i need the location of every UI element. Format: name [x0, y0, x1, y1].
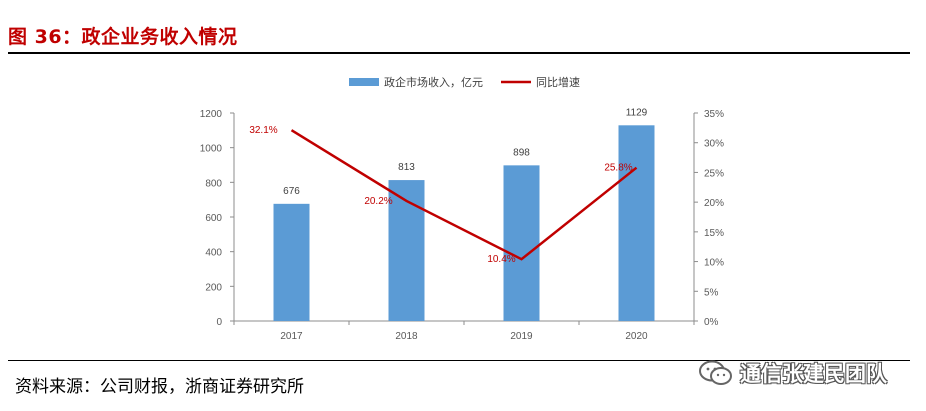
bar — [503, 165, 540, 321]
x-tick-label: 2019 — [510, 331, 533, 342]
wechat-icon — [699, 360, 732, 385]
right-tick-label: 0% — [704, 317, 719, 328]
growth-data-label: 25.8% — [604, 163, 632, 174]
right-tick-label: 25% — [704, 168, 724, 179]
left-tick-label: 800 — [205, 178, 222, 189]
left-tick-label: 200 — [205, 282, 222, 293]
source-divider — [8, 360, 910, 361]
x-tick-label: 2018 — [395, 331, 418, 342]
bar-value-label: 898 — [513, 147, 530, 158]
bar — [273, 203, 310, 321]
bar — [618, 125, 655, 321]
left-tick-label: 1200 — [200, 109, 223, 120]
source-note: 资料来源：公司财报，浙商证券研究所 — [15, 377, 304, 397]
growth-line — [290, 129, 638, 261]
bar — [388, 180, 425, 321]
bar-value-label: 813 — [398, 162, 415, 173]
right-tick-label: 30% — [704, 139, 724, 150]
growth-data-label: 10.4% — [487, 254, 515, 265]
right-tick-label: 5% — [704, 287, 719, 298]
bar-value-label: 1129 — [626, 107, 648, 118]
watermark: 通信张建民团队 — [698, 358, 887, 388]
left-tick-label: 1000 — [200, 144, 223, 155]
watermark-text: 通信张建民团队 — [740, 362, 887, 386]
left-tick-label: 0 — [216, 317, 222, 328]
title-divider — [8, 52, 910, 54]
growth-data-label: 32.1% — [249, 125, 277, 136]
legend-line-label: 同比增速 — [536, 75, 580, 89]
legend-bar-swatch — [349, 78, 379, 86]
left-tick-label: 600 — [205, 213, 222, 224]
figure-title: 图 36：政企业务收入情况 — [8, 26, 238, 48]
bar-value-label: 676 — [283, 186, 300, 197]
right-tick-label: 10% — [704, 258, 724, 269]
left-tick-label: 400 — [205, 248, 222, 259]
right-tick-label: 15% — [704, 228, 724, 239]
right-tick-label: 20% — [704, 198, 724, 209]
legend-bar-label: 政企市场收入，亿元 — [384, 75, 483, 89]
right-tick-label: 35% — [704, 109, 724, 120]
growth-data-label: 20.2% — [364, 196, 392, 207]
x-tick-label: 2017 — [280, 331, 303, 342]
x-tick-label: 2020 — [625, 331, 648, 342]
